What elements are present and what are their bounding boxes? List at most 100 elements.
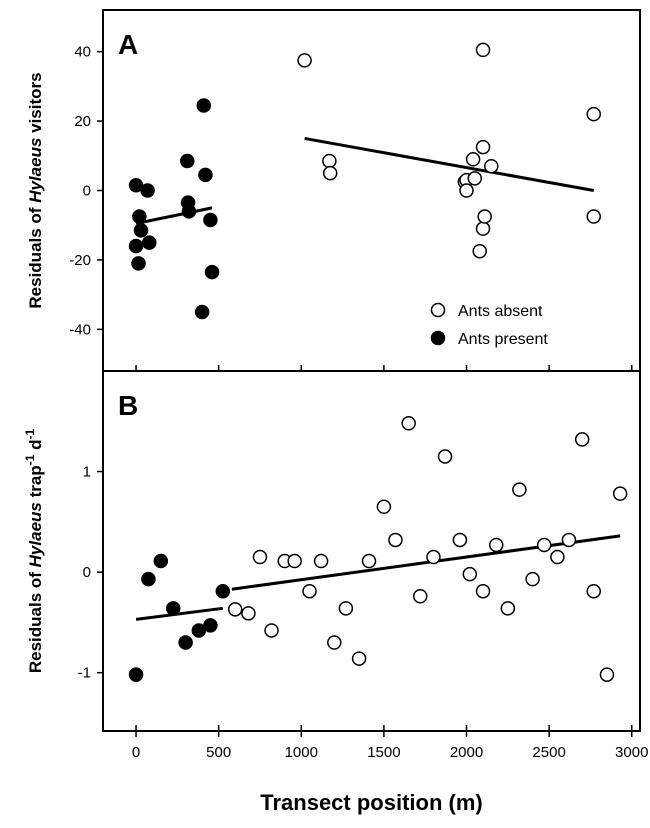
- data-point-ants-absent: [338, 601, 354, 616]
- panel-a-y-axis-label: Residuals of Hylaeus visitors: [26, 72, 45, 308]
- data-point-ants-absent: [452, 532, 468, 548]
- data-point-ants-absent: [475, 139, 491, 155]
- data-point-ants-present: [128, 238, 144, 254]
- data-point-ants-absent: [388, 532, 403, 548]
- x-tick-label: 1500: [367, 744, 400, 761]
- data-point-ants-present: [198, 167, 213, 183]
- data-point-ants-absent: [586, 209, 601, 224]
- panel-b-y-tick-label: 1: [83, 464, 91, 481]
- panel-b-y-tick-label: 0: [83, 564, 91, 581]
- data-point-ants-absent: [484, 158, 499, 174]
- panel-a-fit-lines: [135, 136, 595, 225]
- x-axis-ticks: 0 500 1000 1500 2000 2500 3000: [132, 731, 648, 761]
- data-point-ants-absent: [327, 635, 342, 650]
- data-point-ants-absent: [475, 583, 491, 599]
- panel-b-frame: [102, 370, 641, 732]
- data-point-ants-present: [142, 235, 157, 250]
- data-point-ants-absent: [599, 667, 615, 682]
- panel-a-letter: A: [118, 29, 138, 60]
- data-point-ants-absent: [264, 623, 279, 638]
- data-point-ants-absent: [586, 583, 601, 599]
- panel-b-fit-lines: [135, 534, 621, 621]
- data-point-ants-absent: [241, 606, 256, 621]
- data-point-ants-absent: [467, 171, 483, 186]
- data-point-ants-absent: [536, 537, 552, 553]
- data-point-ants-absent: [574, 432, 590, 447]
- panel-a-y-tick-label: 0: [83, 183, 91, 200]
- legend-ants-present-label: Ants present: [458, 331, 548, 348]
- data-point-ants-present: [203, 618, 218, 633]
- data-point-ants-present: [128, 178, 144, 193]
- data-point-ants-absent: [477, 209, 492, 224]
- data-point-ants-present: [181, 204, 197, 219]
- x-axis-label: Transect position (m): [260, 790, 482, 815]
- data-point-ants-absent: [322, 165, 338, 181]
- fit-line-ants-absent: [304, 136, 595, 192]
- data-point-ants-absent: [550, 549, 565, 565]
- fit-line-ants-absent: [231, 534, 621, 591]
- data-point-ants-present: [180, 153, 195, 169]
- data-point-ants-absent: [475, 42, 491, 58]
- data-point-ants-present: [194, 304, 210, 320]
- x-tick-label: 1000: [285, 744, 318, 761]
- data-point-ants-absent: [500, 601, 516, 616]
- x-tick-label: 0: [132, 744, 140, 761]
- panel-b-points: [128, 416, 628, 682]
- data-point-ants-absent: [612, 486, 628, 501]
- panel-a-points: [128, 42, 601, 320]
- legend-ants-absent-marker: [430, 302, 446, 318]
- data-point-ants-absent: [412, 589, 428, 604]
- data-point-ants-present: [133, 223, 149, 238]
- panel-b-y-tick-label: -1: [78, 665, 91, 682]
- panel-b-ticks: -1 0 1: [78, 464, 633, 731]
- data-point-ants-absent: [287, 553, 302, 569]
- data-point-ants-absent: [361, 553, 377, 569]
- data-point-ants-present: [140, 183, 155, 198]
- data-point-ants-absent: [302, 583, 317, 599]
- x-tick-label: 2000: [450, 744, 483, 761]
- data-point-ants-present: [128, 667, 144, 682]
- panel-b-y-axis-label: Residuals of Hylaeus trap-1 d-1: [23, 429, 45, 674]
- data-point-ants-absent: [297, 53, 312, 68]
- data-point-ants-present: [165, 601, 181, 616]
- panel-a: -40 -20 0 20 40 A Residuals of Hylaeus visit…: [26, 9, 641, 372]
- data-point-ants-absent: [462, 566, 478, 582]
- panel-a-ticks: -40 -20 0 20 40: [69, 44, 633, 371]
- data-point-ants-absent: [401, 416, 416, 431]
- data-point-ants-absent: [561, 532, 577, 548]
- panel-a-frame: [102, 9, 641, 372]
- data-point-ants-present: [153, 553, 169, 569]
- legend-ants-absent-label: Ants absent: [458, 303, 543, 320]
- data-point-ants-present: [141, 571, 156, 587]
- fit-line-ants-present: [135, 606, 223, 621]
- data-point-ants-present: [204, 264, 220, 280]
- data-point-ants-absent: [488, 537, 504, 553]
- data-point-ants-absent: [322, 153, 337, 169]
- data-point-ants-present: [196, 98, 212, 113]
- data-point-ants-present: [215, 583, 231, 599]
- data-point-ants-absent: [252, 549, 268, 565]
- data-point-ants-present: [178, 635, 193, 650]
- x-tick-label: 2500: [532, 744, 565, 761]
- panel-b-letter: B: [118, 390, 138, 421]
- panel-a-y-tick-label: -20: [69, 252, 91, 269]
- fit-line-ants-present: [135, 206, 213, 225]
- panel-b: -1 0 1 B Residuals of Hylaeus trap-1 d-1: [23, 370, 641, 732]
- data-point-ants-present: [131, 256, 146, 271]
- legend-ants-present-marker: [430, 330, 446, 346]
- data-point-ants-absent: [313, 553, 329, 569]
- data-point-ants-absent: [376, 499, 392, 515]
- panel-a-y-tick-label: 40: [74, 44, 91, 61]
- data-point-ants-present: [203, 212, 218, 228]
- legend: Ants absent Ants present: [430, 302, 548, 348]
- data-point-ants-absent: [472, 243, 487, 259]
- data-point-ants-absent: [459, 183, 474, 198]
- data-point-ants-absent: [351, 651, 367, 666]
- data-point-ants-absent: [227, 602, 243, 617]
- x-tick-label: 500: [206, 744, 231, 761]
- x-tick-label: 3000: [615, 744, 648, 761]
- data-point-ants-absent: [426, 549, 441, 565]
- data-point-ants-absent: [525, 571, 540, 587]
- data-point-ants-present: [132, 209, 147, 224]
